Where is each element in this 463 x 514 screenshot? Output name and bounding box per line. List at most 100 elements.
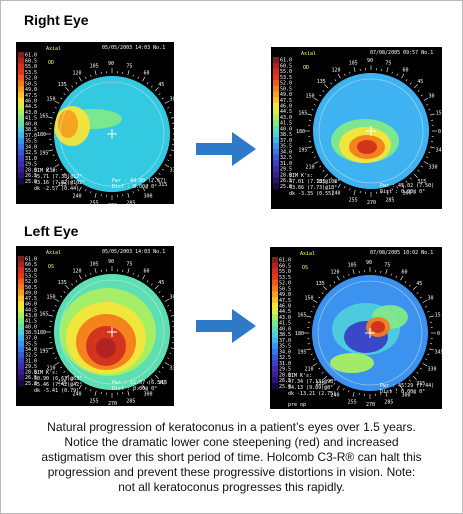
degree-label: 90 (366, 260, 372, 266)
scale-swatch (273, 85, 279, 92)
scale-swatch (273, 68, 279, 75)
degree-label: 120 (331, 270, 340, 276)
scale-swatch (18, 120, 24, 128)
degree-tick (334, 180, 337, 183)
degree-tick (63, 370, 66, 373)
degree-tick (330, 82, 333, 85)
degree-tick (429, 113, 435, 116)
degree-tick (427, 353, 430, 355)
caption-line: Notice the dramatic lower cone steepenin… (64, 435, 399, 449)
degree-tick (158, 93, 161, 96)
scale-swatch (273, 108, 279, 115)
degree-tick (319, 165, 322, 168)
degree-label: 195 (39, 150, 48, 156)
scale-value: 49.0 (25, 290, 37, 296)
degree-label: 300 (402, 392, 411, 398)
scale-value: 29.5 (25, 162, 37, 168)
degree-label: 285 (126, 201, 135, 204)
sim-k-heading: SIM K's: (288, 373, 312, 379)
degree-tick (132, 389, 134, 392)
scale-swatch (18, 312, 24, 319)
degree-tick (78, 274, 82, 280)
degree-tick (391, 188, 393, 191)
scale-value: 46.0 (279, 304, 291, 310)
sim-k2-value: 45.46 (7.42)@42° (34, 382, 82, 388)
scale-value: 61.0 (279, 258, 291, 264)
degree-tick (137, 76, 139, 79)
sim-k1-value: 45.71 (7.38)@12° (34, 174, 82, 180)
degree-label: 120 (73, 71, 82, 77)
degree-tick (158, 172, 161, 175)
degree-tick (60, 295, 63, 298)
degree-tick (167, 159, 170, 161)
scale-value: 60.5 (279, 263, 291, 269)
degree-label: 255 (90, 201, 99, 204)
scale-swatch (18, 278, 24, 285)
scale-swatch (273, 97, 279, 104)
eye-code-label: OD (48, 60, 54, 66)
degree-label: 30 (169, 295, 174, 301)
degree-tick (78, 186, 82, 192)
degree-tick (150, 378, 153, 381)
degree-tick (63, 172, 66, 175)
degree-tick (132, 272, 134, 275)
degree-label: 90 (367, 58, 373, 64)
degree-tick (400, 385, 404, 391)
degree-tick (54, 298, 60, 302)
degree-label: 270 (108, 203, 117, 204)
degree-tick (90, 74, 92, 77)
degree-tick (137, 189, 139, 192)
sim-k1-value: 47.34 (7.13)@98° (288, 379, 336, 385)
degree-tick (310, 353, 313, 355)
degree-tick (416, 292, 419, 295)
degree-tick (75, 381, 78, 384)
scale-swatch (273, 74, 279, 81)
degree-tick (94, 70, 97, 76)
degree-label: 330 (428, 165, 437, 171)
degree-tick (306, 348, 312, 351)
degree-tick (54, 159, 57, 161)
degree-tick (400, 275, 404, 281)
scale-swatch (273, 57, 279, 64)
scale-value: 37.0 (280, 138, 292, 144)
degree-label: 300 (403, 190, 412, 196)
scale-value: 28.0 (25, 167, 37, 173)
degree-tick (65, 285, 70, 290)
degree-tick (426, 104, 429, 106)
degree-label: 120 (73, 269, 82, 275)
degree-label: 0 (438, 129, 441, 135)
degree-label: 45 (158, 280, 164, 286)
degree-tick (428, 315, 434, 318)
scale-value: 26.5 (279, 378, 291, 384)
degree-tick (158, 370, 161, 373)
scale-value: 50.5 (279, 286, 291, 292)
degree-tick (352, 269, 355, 275)
distance-readout: Dist : 0.00@ 0° (112, 386, 157, 392)
scale-swatch (18, 295, 24, 302)
scale-swatch (272, 257, 278, 264)
degree-label: 315 (416, 381, 425, 387)
eye-code-label: OS (302, 265, 308, 271)
scale-value: 28.0 (279, 372, 291, 378)
scale-value: 38.5 (25, 330, 37, 336)
scale-swatch (273, 154, 279, 161)
caption-line: progression and prevent these progressiv… (47, 465, 416, 479)
degree-tick (150, 180, 153, 183)
map-note: pre op (288, 402, 306, 408)
scale-value: 60.5 (25, 262, 37, 268)
degree-tick (336, 385, 340, 391)
right-eye-label: Right Eye (24, 12, 89, 28)
degree-label: 75 (385, 60, 391, 66)
scale-swatch (18, 86, 24, 93)
scale-value: 50.5 (280, 86, 292, 92)
scale-swatch (18, 69, 24, 76)
power-readout: Pwr : 45.29 (7.44) (380, 383, 434, 389)
degree-label: 225 (317, 179, 326, 185)
degree-tick (158, 291, 161, 294)
scale-value: 32.5 (279, 355, 291, 361)
degree-tick (132, 74, 134, 77)
degree-tick (322, 90, 325, 93)
scale-swatch (18, 374, 24, 381)
scale-value: 28.0 (280, 172, 292, 178)
scale-swatch (18, 149, 24, 156)
